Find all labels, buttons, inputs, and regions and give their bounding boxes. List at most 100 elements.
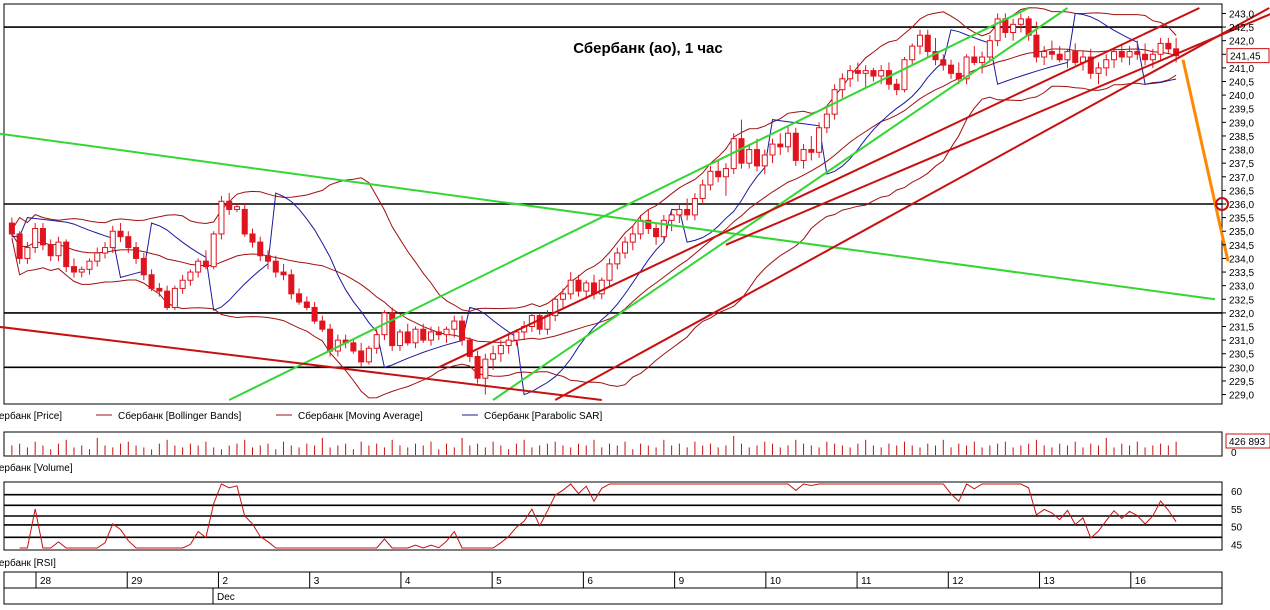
candle bbox=[288, 269, 295, 300]
candle bbox=[606, 258, 613, 286]
candle bbox=[513, 329, 520, 346]
candle bbox=[70, 258, 77, 278]
candle bbox=[994, 13, 1001, 47]
candle bbox=[233, 204, 240, 213]
candle bbox=[893, 78, 900, 96]
candle bbox=[1048, 40, 1055, 60]
rsi-line bbox=[19, 483, 1177, 549]
candle bbox=[753, 138, 761, 172]
candle bbox=[365, 345, 372, 365]
candle bbox=[16, 231, 23, 264]
candle bbox=[396, 329, 403, 351]
candle bbox=[916, 29, 924, 55]
candle bbox=[63, 239, 70, 273]
time-tick-label: 11 bbox=[861, 576, 872, 587]
time-tick-label: 10 bbox=[770, 576, 782, 587]
candle bbox=[179, 274, 186, 294]
candle bbox=[218, 195, 225, 240]
candle bbox=[412, 326, 419, 349]
rsi-tick-label: 55 bbox=[1231, 505, 1243, 516]
chart-title: Сбербанк (ао), 1 час bbox=[573, 40, 722, 57]
candle bbox=[8, 217, 15, 237]
price-y-axis: 243,0242,5242,0241,5241,0240,5240,0239,5… bbox=[1222, 9, 1270, 402]
candle bbox=[101, 242, 109, 259]
price-legend: Сбербанк [Price] Сбербанк [Bollinger Ban… bbox=[0, 410, 603, 422]
forecast-arrow bbox=[1181, 59, 1230, 262]
candle bbox=[1064, 48, 1071, 68]
price-tick-label: 230,5 bbox=[1229, 350, 1254, 361]
candle bbox=[971, 46, 978, 66]
trend-line-green-steep-2 bbox=[492, 7, 1069, 401]
candle bbox=[715, 160, 722, 183]
candle bbox=[202, 250, 209, 270]
candle bbox=[567, 272, 574, 300]
candle bbox=[148, 269, 155, 292]
trend-line-red-3 bbox=[725, 13, 1270, 246]
candle bbox=[614, 247, 621, 270]
candle bbox=[769, 138, 776, 164]
candle bbox=[210, 231, 217, 270]
candle bbox=[55, 236, 62, 262]
candle bbox=[653, 223, 660, 245]
price-tick-label: 234,5 bbox=[1229, 241, 1254, 252]
volume-last-value: 426 893 bbox=[1229, 437, 1266, 448]
candle bbox=[164, 285, 171, 311]
price-tick-label: 231,5 bbox=[1229, 323, 1254, 334]
candle bbox=[1103, 54, 1110, 77]
candle bbox=[257, 236, 264, 262]
candle bbox=[986, 35, 993, 63]
trend-line-red-lower bbox=[0, 325, 602, 401]
candle bbox=[443, 326, 450, 343]
candle bbox=[870, 67, 877, 82]
candle bbox=[676, 204, 683, 224]
candle bbox=[140, 253, 147, 281]
candle bbox=[373, 329, 380, 354]
candle bbox=[1126, 46, 1133, 66]
candle bbox=[459, 315, 466, 346]
time-tick-label: 5 bbox=[496, 576, 502, 587]
candle bbox=[32, 223, 39, 253]
candle bbox=[847, 65, 854, 87]
candle bbox=[466, 337, 473, 362]
candle bbox=[117, 223, 124, 243]
candle bbox=[109, 225, 116, 253]
candle bbox=[1056, 46, 1063, 63]
candle bbox=[909, 43, 916, 66]
price-tick-label: 242,5 bbox=[1229, 23, 1254, 34]
candle bbox=[955, 62, 962, 85]
candle bbox=[264, 250, 272, 270]
candle bbox=[552, 296, 559, 322]
candle bbox=[272, 255, 279, 278]
time-tick-label: 16 bbox=[1135, 576, 1147, 587]
candle bbox=[311, 302, 318, 324]
candle bbox=[691, 193, 698, 221]
candle bbox=[777, 133, 784, 155]
candle bbox=[1095, 62, 1102, 85]
bollinger-lower bbox=[11, 74, 1177, 399]
candle bbox=[583, 280, 590, 300]
candle bbox=[497, 340, 504, 362]
rsi-levels bbox=[4, 493, 1222, 539]
candle bbox=[823, 106, 830, 134]
candle bbox=[808, 135, 815, 161]
price-tick-label: 234,0 bbox=[1229, 254, 1254, 265]
candle bbox=[94, 247, 101, 267]
time-tick-label: 4 bbox=[405, 576, 411, 587]
candle bbox=[505, 334, 512, 354]
price-tick-label: 241,0 bbox=[1229, 64, 1254, 75]
candle bbox=[668, 209, 675, 232]
candle bbox=[125, 231, 132, 253]
candle bbox=[761, 149, 768, 175]
price-tick-label: 240,0 bbox=[1229, 91, 1254, 102]
candle bbox=[979, 51, 986, 74]
time-tick-label: 28 bbox=[40, 576, 52, 587]
price-tick-label: 235,5 bbox=[1229, 214, 1254, 225]
candle bbox=[622, 236, 629, 259]
price-tick-label: 232,5 bbox=[1229, 295, 1254, 306]
candle bbox=[1010, 18, 1017, 41]
month-label: Dec bbox=[217, 592, 235, 603]
candle bbox=[839, 73, 846, 98]
candle bbox=[660, 214, 667, 243]
candles bbox=[8, 13, 1180, 395]
